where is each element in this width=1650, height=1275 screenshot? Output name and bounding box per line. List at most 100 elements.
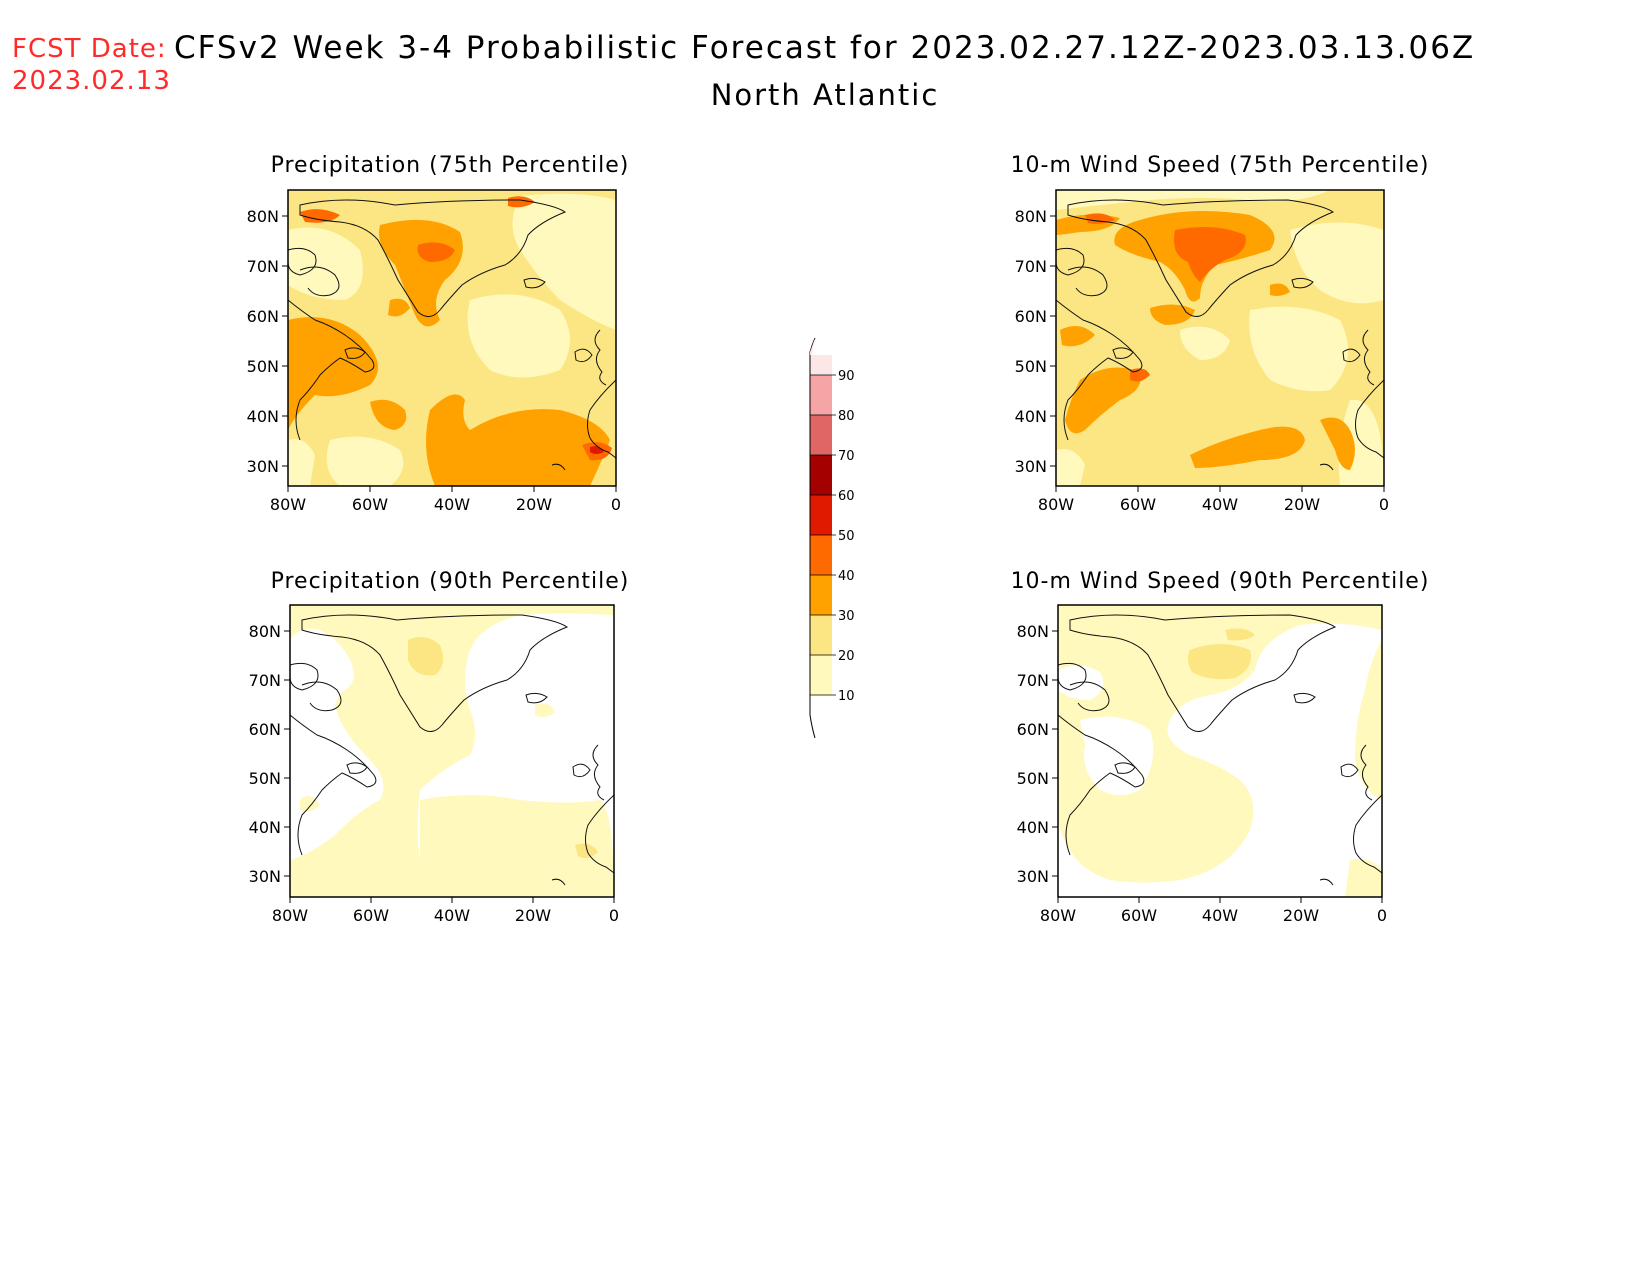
lat-axis: 80N 70N 60N 50N 40N 30N: [1017, 622, 1058, 886]
shade-30-40: [1065, 367, 1141, 434]
svg-text:60W: 60W: [352, 495, 388, 514]
lon-tick-40w: 40W: [434, 897, 470, 925]
coastline: [1056, 199, 1384, 471]
svg-text:80W: 80W: [272, 906, 308, 925]
wind-90-shading: [1058, 605, 1382, 897]
shade-10-20: [1056, 449, 1085, 486]
panel-title: 10-m Wind Speed (75th Percentile): [1011, 153, 1430, 178]
colorbar-label: 50: [838, 529, 855, 544]
shade-30-40: [370, 399, 407, 430]
svg-text:80W: 80W: [1040, 906, 1076, 925]
shade-40-50: [1085, 213, 1115, 224]
svg-text:70N: 70N: [1015, 257, 1047, 276]
colorbar-label: 90: [838, 369, 855, 384]
colorbar-label: 30: [838, 609, 855, 624]
svg-text:80N: 80N: [1015, 207, 1047, 226]
panel-title: Precipitation (75th Percentile): [271, 153, 630, 178]
precip-90-shading: [290, 605, 614, 897]
lat-tick-30n: 30N: [249, 867, 290, 886]
lon-tick-40w: 40W: [1202, 486, 1238, 514]
svg-text:0: 0: [611, 495, 621, 514]
shade-10-20: [1180, 326, 1230, 360]
svg-text:70N: 70N: [247, 257, 279, 276]
panel-wind-75: 10-m Wind Speed (75th Percentile): [1011, 153, 1430, 514]
colorbar-bottom-cap: [809, 695, 816, 739]
lon-tick-60w: 60W: [353, 897, 389, 925]
lon-tick-60w: 60W: [352, 486, 388, 514]
wind-75-shading: [1056, 190, 1384, 486]
colorbar-label: 20: [838, 649, 855, 664]
lat-tick-60n: 60N: [247, 307, 288, 326]
colorbar-swatch: [810, 375, 832, 415]
shade-10-20: [1290, 222, 1384, 304]
shade-below-10: [1080, 716, 1154, 795]
lon-tick-20w: 20W: [1283, 897, 1319, 925]
lon-tick-20w: 20W: [515, 897, 551, 925]
svg-text:80N: 80N: [1017, 622, 1049, 641]
svg-text:60W: 60W: [1121, 906, 1157, 925]
lon-tick-40w: 40W: [1202, 897, 1238, 925]
shade-30-40: [1270, 283, 1290, 296]
lat-tick-70n: 70N: [249, 671, 290, 690]
svg-text:40W: 40W: [1202, 906, 1238, 925]
shade-40-50: [417, 242, 455, 262]
lat-tick-80n: 80N: [247, 207, 288, 226]
panel-title: Precipitation (90th Percentile): [271, 569, 630, 594]
shade-30-40: [288, 317, 378, 430]
shade-10-20: [288, 227, 363, 300]
lon-tick-80w: 80W: [1040, 897, 1076, 925]
lat-axis: 80N 70N 60N 50N 40N 30N: [1015, 207, 1056, 476]
shade-30-40: [1060, 326, 1095, 347]
lat-axis: 80N 70N 60N 50N 40N 30N: [247, 207, 288, 476]
svg-text:20W: 20W: [1283, 906, 1319, 925]
colorbar-top-cap: [809, 337, 816, 372]
colorbar-label: 80: [838, 409, 855, 424]
colorbar-swatch: [810, 415, 832, 455]
shade-10-20: [326, 436, 404, 486]
colorbar-swatches: [809, 355, 832, 695]
lat-tick-80n: 80N: [1017, 622, 1058, 641]
svg-text:80N: 80N: [249, 622, 281, 641]
lon-tick-20w: 20W: [1284, 486, 1320, 514]
lon-tick-80w: 80W: [1038, 486, 1074, 514]
lat-tick-40n: 40N: [249, 818, 290, 837]
colorbar-swatch: [810, 535, 832, 575]
svg-text:30N: 30N: [1017, 867, 1049, 886]
colorbar-swatch: [810, 495, 832, 535]
lon-tick-0: 0: [1379, 486, 1389, 514]
svg-text:0: 0: [1379, 495, 1389, 514]
precip-75-shading: [288, 190, 616, 486]
panel-title: 10-m Wind Speed (90th Percentile): [1011, 569, 1430, 594]
lon-tick-0: 0: [609, 897, 619, 925]
svg-text:60N: 60N: [1015, 307, 1047, 326]
lat-tick-70n: 70N: [1017, 671, 1058, 690]
svg-text:50N: 50N: [1015, 357, 1047, 376]
svg-text:40N: 40N: [1017, 818, 1049, 837]
fcst-date-label: FCST Date:: [12, 34, 167, 64]
svg-text:60W: 60W: [353, 906, 389, 925]
shade-10-20: [1345, 858, 1382, 897]
panel-wind-90: 10-m Wind Speed (90th Percentile): [1011, 569, 1430, 925]
lat-tick-30n: 30N: [247, 457, 288, 476]
lat-axis: 80N 70N 60N 50N 40N 30N: [249, 622, 290, 886]
fcst-date-value: 2023.02.13: [12, 66, 171, 96]
svg-text:80N: 80N: [247, 207, 279, 226]
svg-text:60N: 60N: [1017, 720, 1049, 739]
lon-tick-60w: 60W: [1121, 897, 1157, 925]
lat-tick-60n: 60N: [1017, 720, 1058, 739]
shade-30-40: [1320, 417, 1355, 470]
colorbar-swatch: [810, 575, 832, 615]
panel-precip-75: Precipitation (75th Percentile): [247, 153, 630, 514]
lat-tick-40n: 40N: [1017, 818, 1058, 837]
coastline: [290, 614, 614, 886]
lat-tick-30n: 30N: [1017, 867, 1058, 886]
shade-20-30: [408, 636, 444, 676]
svg-text:70N: 70N: [1017, 671, 1049, 690]
colorbar-labels: 10 20 30 40 50 60 70 80 90: [810, 369, 855, 704]
lon-axis: 80W 60W 40W 20W 0: [1038, 486, 1389, 514]
svg-text:40W: 40W: [1202, 495, 1238, 514]
colorbar-label: 10: [838, 689, 855, 704]
lat-tick-80n: 80N: [1015, 207, 1056, 226]
lon-tick-20w: 20W: [516, 486, 552, 514]
